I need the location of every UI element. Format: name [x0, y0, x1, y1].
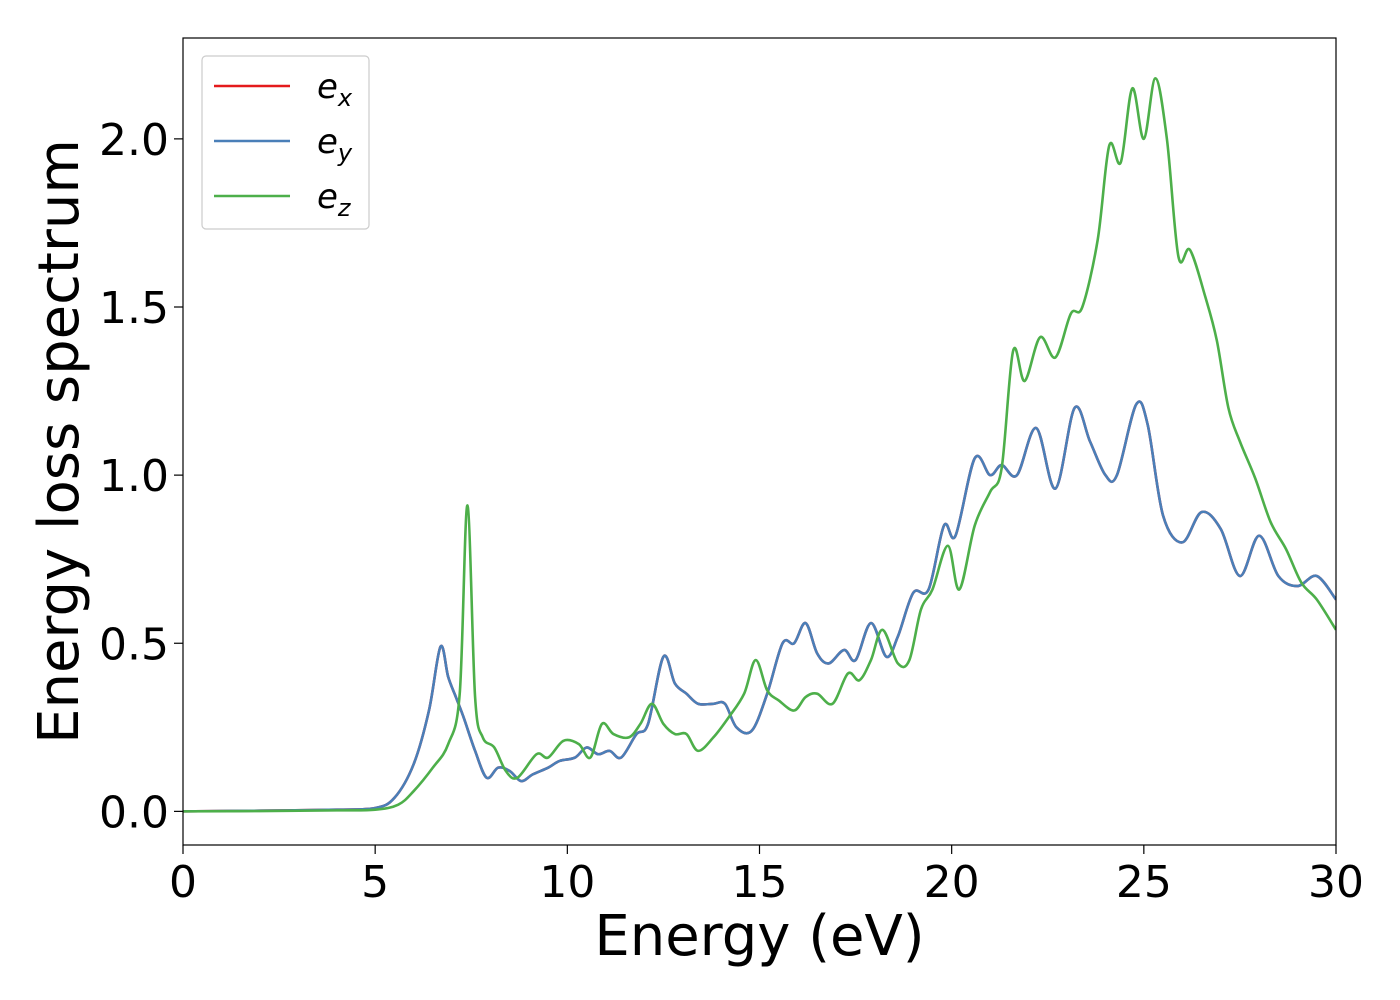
y-axis-label: Energy loss spectrum — [27, 139, 92, 744]
legend-entry-subscript: y — [337, 139, 353, 167]
x-tick-label: 15 — [732, 857, 788, 908]
legend-entry-name: e — [317, 177, 338, 217]
legend-entry: ez — [317, 177, 352, 222]
legend-box — [201, 55, 370, 230]
y-tick-label: 0.0 — [99, 787, 169, 838]
plot-lines — [183, 77, 1336, 813]
legend-entry: ex — [317, 67, 353, 112]
x-tick-label: 5 — [361, 857, 389, 908]
x-tick-label: 0 — [169, 857, 197, 908]
legend-entry-name: e — [317, 67, 338, 107]
x-axis-label: Energy (eV) — [594, 904, 924, 969]
y-tick-label: 1.0 — [99, 451, 169, 502]
x-tick-label: 30 — [1308, 857, 1364, 908]
x-axis: 0 5 10 15 20 25 30 — [169, 845, 1364, 908]
y-tick-label: 1.5 — [99, 283, 169, 334]
x-tick-label: 20 — [924, 857, 980, 908]
series-line-e-z — [183, 77, 1336, 813]
x-tick-label: 10 — [539, 857, 595, 908]
legend-entry-name: e — [317, 122, 338, 162]
legend-entry-subscript: z — [337, 194, 352, 222]
legend-entry-subscript: x — [337, 84, 353, 112]
series-line-e-y — [183, 400, 1336, 813]
y-tick-label: 2.0 — [99, 115, 169, 166]
y-axis: 0.0 0.5 1.0 1.5 2.0 — [99, 115, 183, 838]
y-tick-label: 0.5 — [99, 619, 169, 670]
x-tick-label: 25 — [1116, 857, 1172, 908]
legend-entry: ey — [317, 122, 353, 167]
